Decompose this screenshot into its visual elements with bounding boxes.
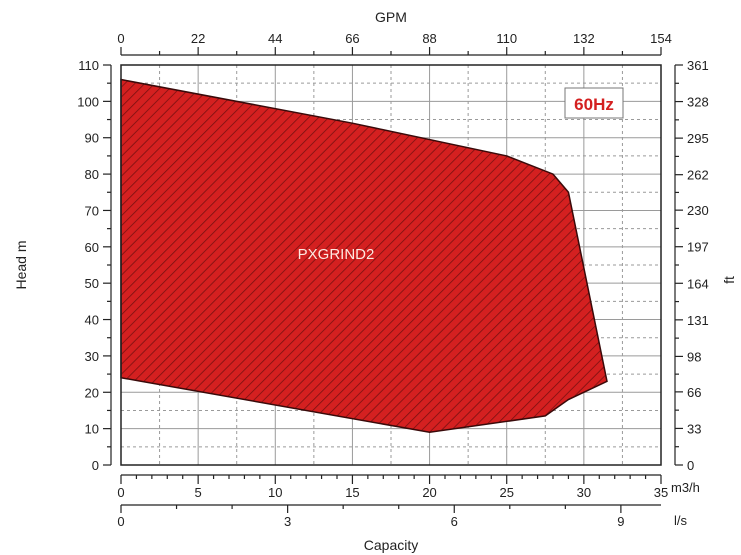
gpm-tick-label: 132 <box>573 31 595 46</box>
gpm-tick-label: 22 <box>191 31 205 46</box>
ft-tick-label: 33 <box>687 421 701 436</box>
m3h-tick-label: 30 <box>577 485 591 500</box>
m-tick-label: 110 <box>78 58 99 73</box>
m3h-tick-label: 25 <box>499 485 513 500</box>
m3h-unit-label: m3/h <box>671 480 700 495</box>
right-axis-title: ft <box>721 276 737 284</box>
gpm-tick-label: 44 <box>268 31 282 46</box>
ft-tick-label: 66 <box>687 385 701 400</box>
m-tick-label: 20 <box>85 385 99 400</box>
ft-tick-label: 131 <box>687 313 709 328</box>
ft-tick-label: 98 <box>687 349 701 364</box>
ft-tick-label: 197 <box>687 240 709 255</box>
m-tick-label: 10 <box>85 422 99 437</box>
m3h-tick-label: 20 <box>422 485 436 500</box>
frequency-label-box <box>564 87 624 119</box>
gpm-tick-label: 110 <box>496 31 517 46</box>
bottom-axis-title: Capacity <box>364 537 418 553</box>
ft-tick-label: 262 <box>687 168 709 183</box>
gpm-tick-label: 0 <box>117 31 124 46</box>
m-tick-label: 70 <box>85 203 99 218</box>
gpm-tick-label: 88 <box>422 31 436 46</box>
m-tick-label: 100 <box>77 94 99 109</box>
ls-tick-label: 6 <box>451 514 458 529</box>
m3h-tick-label: 0 <box>117 485 124 500</box>
ft-tick-label: 230 <box>687 203 709 218</box>
left-axis-title: Head m <box>13 240 29 289</box>
m-tick-label: 40 <box>85 313 99 328</box>
m3h-tick-label: 10 <box>268 485 282 500</box>
frequency-label: 60Hz <box>574 95 614 114</box>
gpm-tick-label: 154 <box>650 31 672 46</box>
m-tick-label: 50 <box>85 276 99 291</box>
ls-unit-label: l/s <box>674 513 688 528</box>
ls-tick-label: 9 <box>617 514 624 529</box>
m-tick-label: 30 <box>85 349 99 364</box>
ft-tick-label: 361 <box>687 58 709 73</box>
m-tick-label: 60 <box>85 240 99 255</box>
tick-labels: 0 5 10 15 20 25 30 350 3 6 90 22 44 66 88 110 132 1540102… <box>77 31 708 529</box>
ft-tick-label: 164 <box>687 276 709 291</box>
operating-area <box>120 78 608 434</box>
m-tick-label: 80 <box>85 167 99 182</box>
m3h-tick-label: 35 <box>654 485 668 500</box>
area-layer <box>120 78 608 434</box>
top-axis-title: GPM <box>375 9 407 25</box>
ls-tick-label: 0 <box>117 514 124 529</box>
gpm-tick-label: 66 <box>345 31 359 46</box>
m3h-tick-label: 5 <box>195 485 202 500</box>
ls-tick-label: 3 <box>284 514 291 529</box>
m-tick-label: 90 <box>85 131 99 146</box>
ft-tick-label: 0 <box>687 458 694 473</box>
ft-tick-label: 295 <box>687 131 709 146</box>
m-tick-label: 0 <box>92 458 99 473</box>
series-label: PXGRIND2 <box>298 246 375 263</box>
plot-frame <box>120 64 662 466</box>
ft-tick-label: 328 <box>687 95 709 110</box>
axes <box>103 47 683 513</box>
m3h-tick-label: 15 <box>345 485 359 500</box>
